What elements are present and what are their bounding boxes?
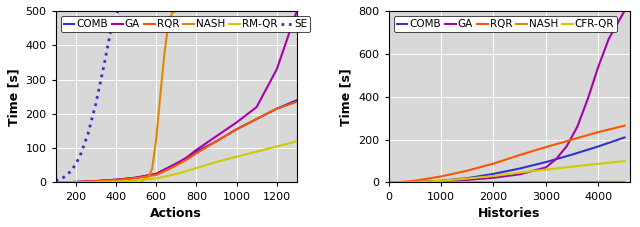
Legend: COMB, GA, RQR, NASH, CFR-QR: COMB, GA, RQR, NASH, CFR-QR — [394, 16, 618, 32]
Y-axis label: Time [s]: Time [s] — [7, 68, 20, 126]
Legend: COMB, GA, RQR, NASH, RM-QR, SE: COMB, GA, RQR, NASH, RM-QR, SE — [61, 16, 310, 32]
X-axis label: Histories: Histories — [478, 207, 540, 220]
X-axis label: Actions: Actions — [150, 207, 202, 220]
Y-axis label: Time [s]: Time [s] — [340, 68, 353, 126]
